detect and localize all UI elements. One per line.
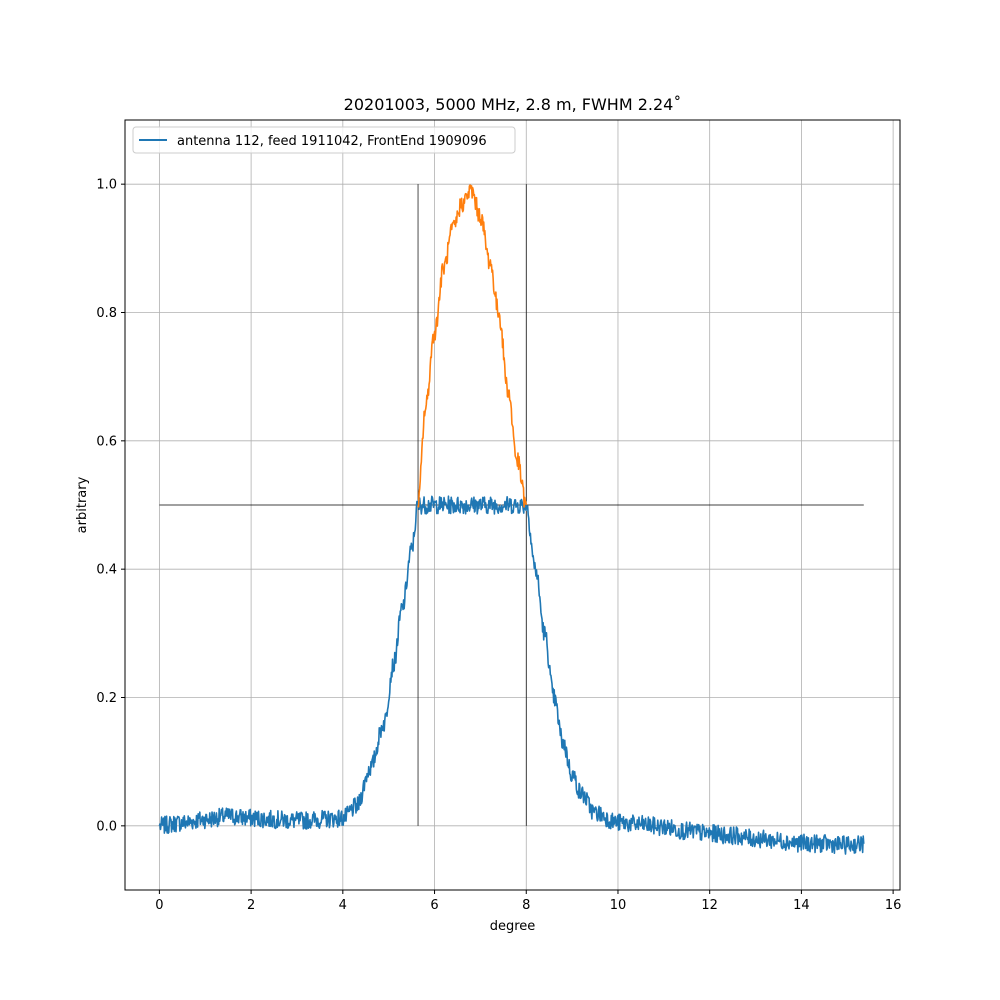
x-tick-label: 16	[885, 898, 902, 913]
x-tick-label: 0	[155, 898, 163, 913]
y-tick-label: 0.6	[96, 434, 117, 449]
series-layer	[158, 184, 865, 855]
y-tick-label: 0.2	[96, 691, 117, 706]
y-tick-label: 1.0	[96, 178, 117, 193]
chart-title: 20201003, 5000 MHz, 2.8 m, FWHM 2.24˚	[344, 95, 682, 114]
series-line-0	[158, 495, 865, 855]
y-tick-label: 0.8	[96, 306, 117, 321]
x-tick-label: 8	[522, 898, 530, 913]
y-tick-label: 0.0	[96, 819, 117, 834]
y-axis-label: arbitrary	[75, 476, 90, 533]
x-tick-label: 4	[339, 898, 347, 913]
legend-label: antenna 112, feed 1911042, FrontEnd 1909…	[177, 134, 487, 149]
x-tick-label: 10	[610, 898, 627, 913]
x-tick-label: 6	[430, 898, 438, 913]
x-tick-label: 12	[701, 898, 718, 913]
y-tick-label: 0.4	[96, 563, 117, 578]
x-axis-ticks: 0 2 4 6 8 10 12 14 16	[155, 890, 901, 913]
x-tick-label: 14	[793, 898, 810, 913]
x-tick-label: 2	[247, 898, 255, 913]
legend: antenna 112, feed 1911042, FrontEnd 1909…	[132, 126, 516, 154]
series-line-1	[417, 184, 528, 508]
y-axis-ticks: 0.0 0.2 0.4 0.6 0.8 1.0	[96, 178, 125, 834]
plot-frame	[124, 119, 901, 891]
x-axis-label: degree	[490, 919, 536, 934]
grid	[125, 120, 900, 890]
legend-box	[132, 126, 516, 154]
